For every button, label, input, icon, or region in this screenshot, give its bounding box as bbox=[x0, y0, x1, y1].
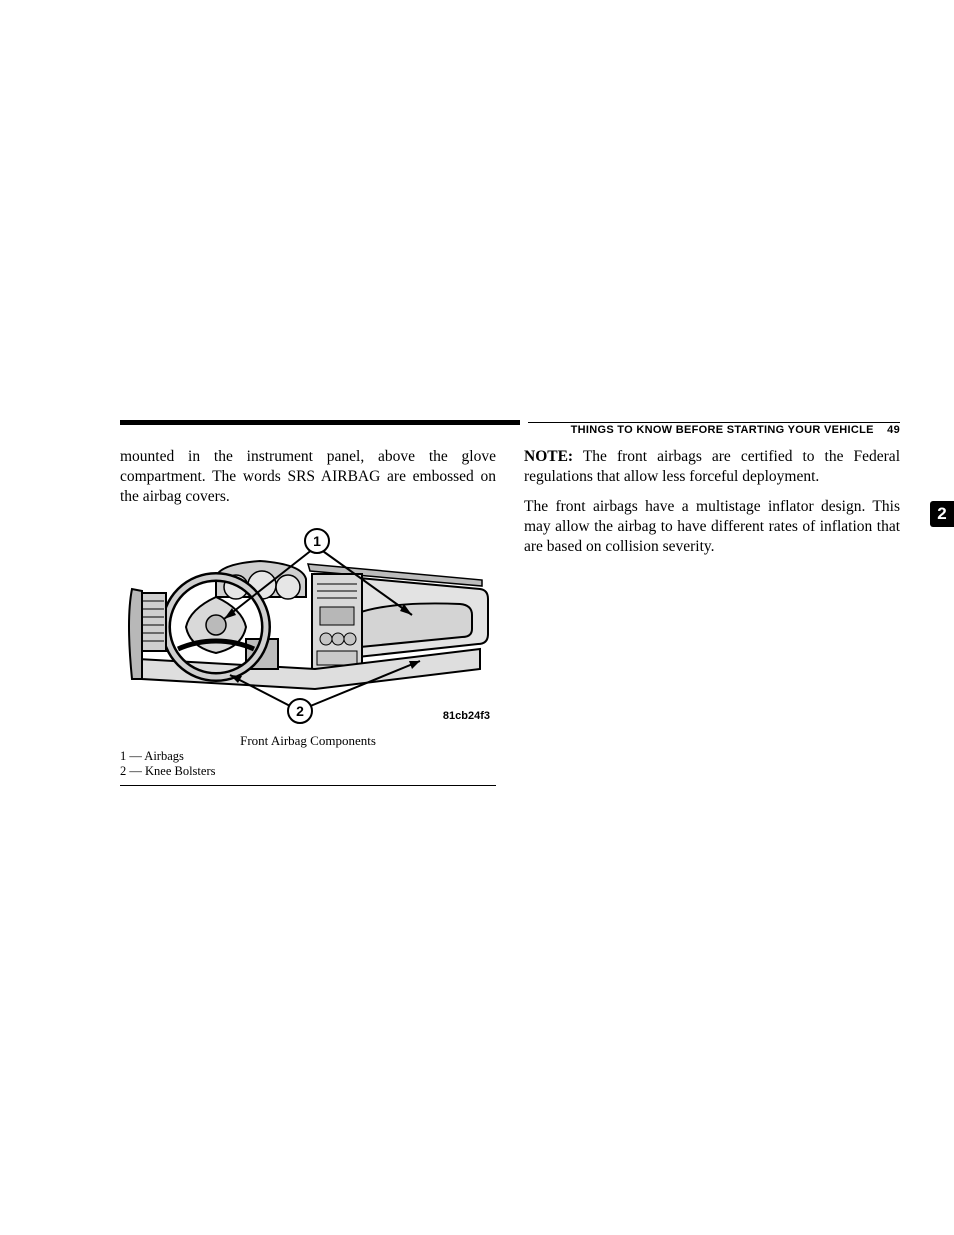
page: THINGS TO KNOW BEFORE STARTING YOUR VEHI… bbox=[0, 0, 954, 1235]
running-header: THINGS TO KNOW BEFORE STARTING YOUR VEHI… bbox=[528, 424, 900, 436]
note-paragraph: NOTE: The front airbags are certified to… bbox=[524, 447, 900, 487]
left-para-1: mounted in the instrument panel, above t… bbox=[120, 447, 496, 507]
figure-caption: Front Airbag Components bbox=[120, 733, 496, 749]
chapter-tab: 2 bbox=[930, 501, 954, 527]
header-thick-rule bbox=[120, 420, 520, 425]
figure-ref-code: 81cb24f3 bbox=[443, 710, 490, 722]
two-column-body: mounted in the instrument panel, above t… bbox=[120, 447, 900, 786]
callout-2-number: 2 bbox=[296, 703, 304, 719]
left-column: mounted in the instrument panel, above t… bbox=[120, 447, 496, 786]
header-thin-rule bbox=[528, 422, 900, 423]
chapter-tab-number: 2 bbox=[937, 504, 946, 523]
right-column: NOTE: The front airbags are certified to… bbox=[524, 447, 900, 786]
front-airbag-figure: 1 2 81cb24f3 Front Airbag Components bbox=[120, 519, 496, 786]
section-title: THINGS TO KNOW BEFORE STARTING YOUR VEHI… bbox=[571, 424, 874, 436]
figure-legend: 1 — Airbags 2 — Knee Bolsters bbox=[120, 749, 496, 786]
note-label: NOTE: bbox=[524, 448, 573, 465]
legend-row-2: 2 — Knee Bolsters bbox=[120, 764, 496, 779]
note-text: The front airbags are certified to the F… bbox=[524, 448, 900, 485]
legend-row-1: 1 — Airbags bbox=[120, 749, 496, 764]
page-number: 49 bbox=[887, 424, 900, 436]
callout-1-number: 1 bbox=[313, 533, 321, 549]
right-para-2: The front airbags have a multistage infl… bbox=[524, 497, 900, 557]
dashboard-line-drawing: 1 2 81cb24f3 bbox=[120, 519, 496, 729]
